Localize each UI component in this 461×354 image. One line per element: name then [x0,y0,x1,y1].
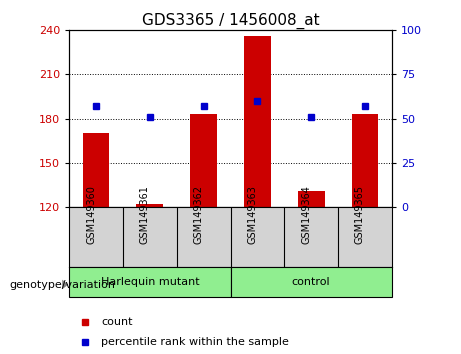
Text: GSM149360: GSM149360 [86,185,96,244]
Bar [190,114,217,207]
Text: control: control [292,277,331,287]
Bar [136,204,163,207]
Bar [351,114,378,207]
Bar [244,36,271,207]
Text: GDS3365 / 1456008_at: GDS3365 / 1456008_at [142,12,319,29]
Text: count: count [101,317,133,327]
Text: Harlequin mutant: Harlequin mutant [100,277,199,287]
Text: GSM149364: GSM149364 [301,185,311,244]
Polygon shape [62,280,68,289]
Text: GSM149363: GSM149363 [248,185,257,244]
Text: GSM149361: GSM149361 [140,185,150,244]
Text: percentile rank within the sample: percentile rank within the sample [101,337,290,347]
Text: genotype/variation: genotype/variation [9,280,115,290]
Bar [230,267,392,297]
Bar [298,191,325,207]
Bar [69,267,230,297]
Bar [83,133,109,207]
Text: GSM149362: GSM149362 [194,185,204,244]
Text: GSM149365: GSM149365 [355,185,365,244]
